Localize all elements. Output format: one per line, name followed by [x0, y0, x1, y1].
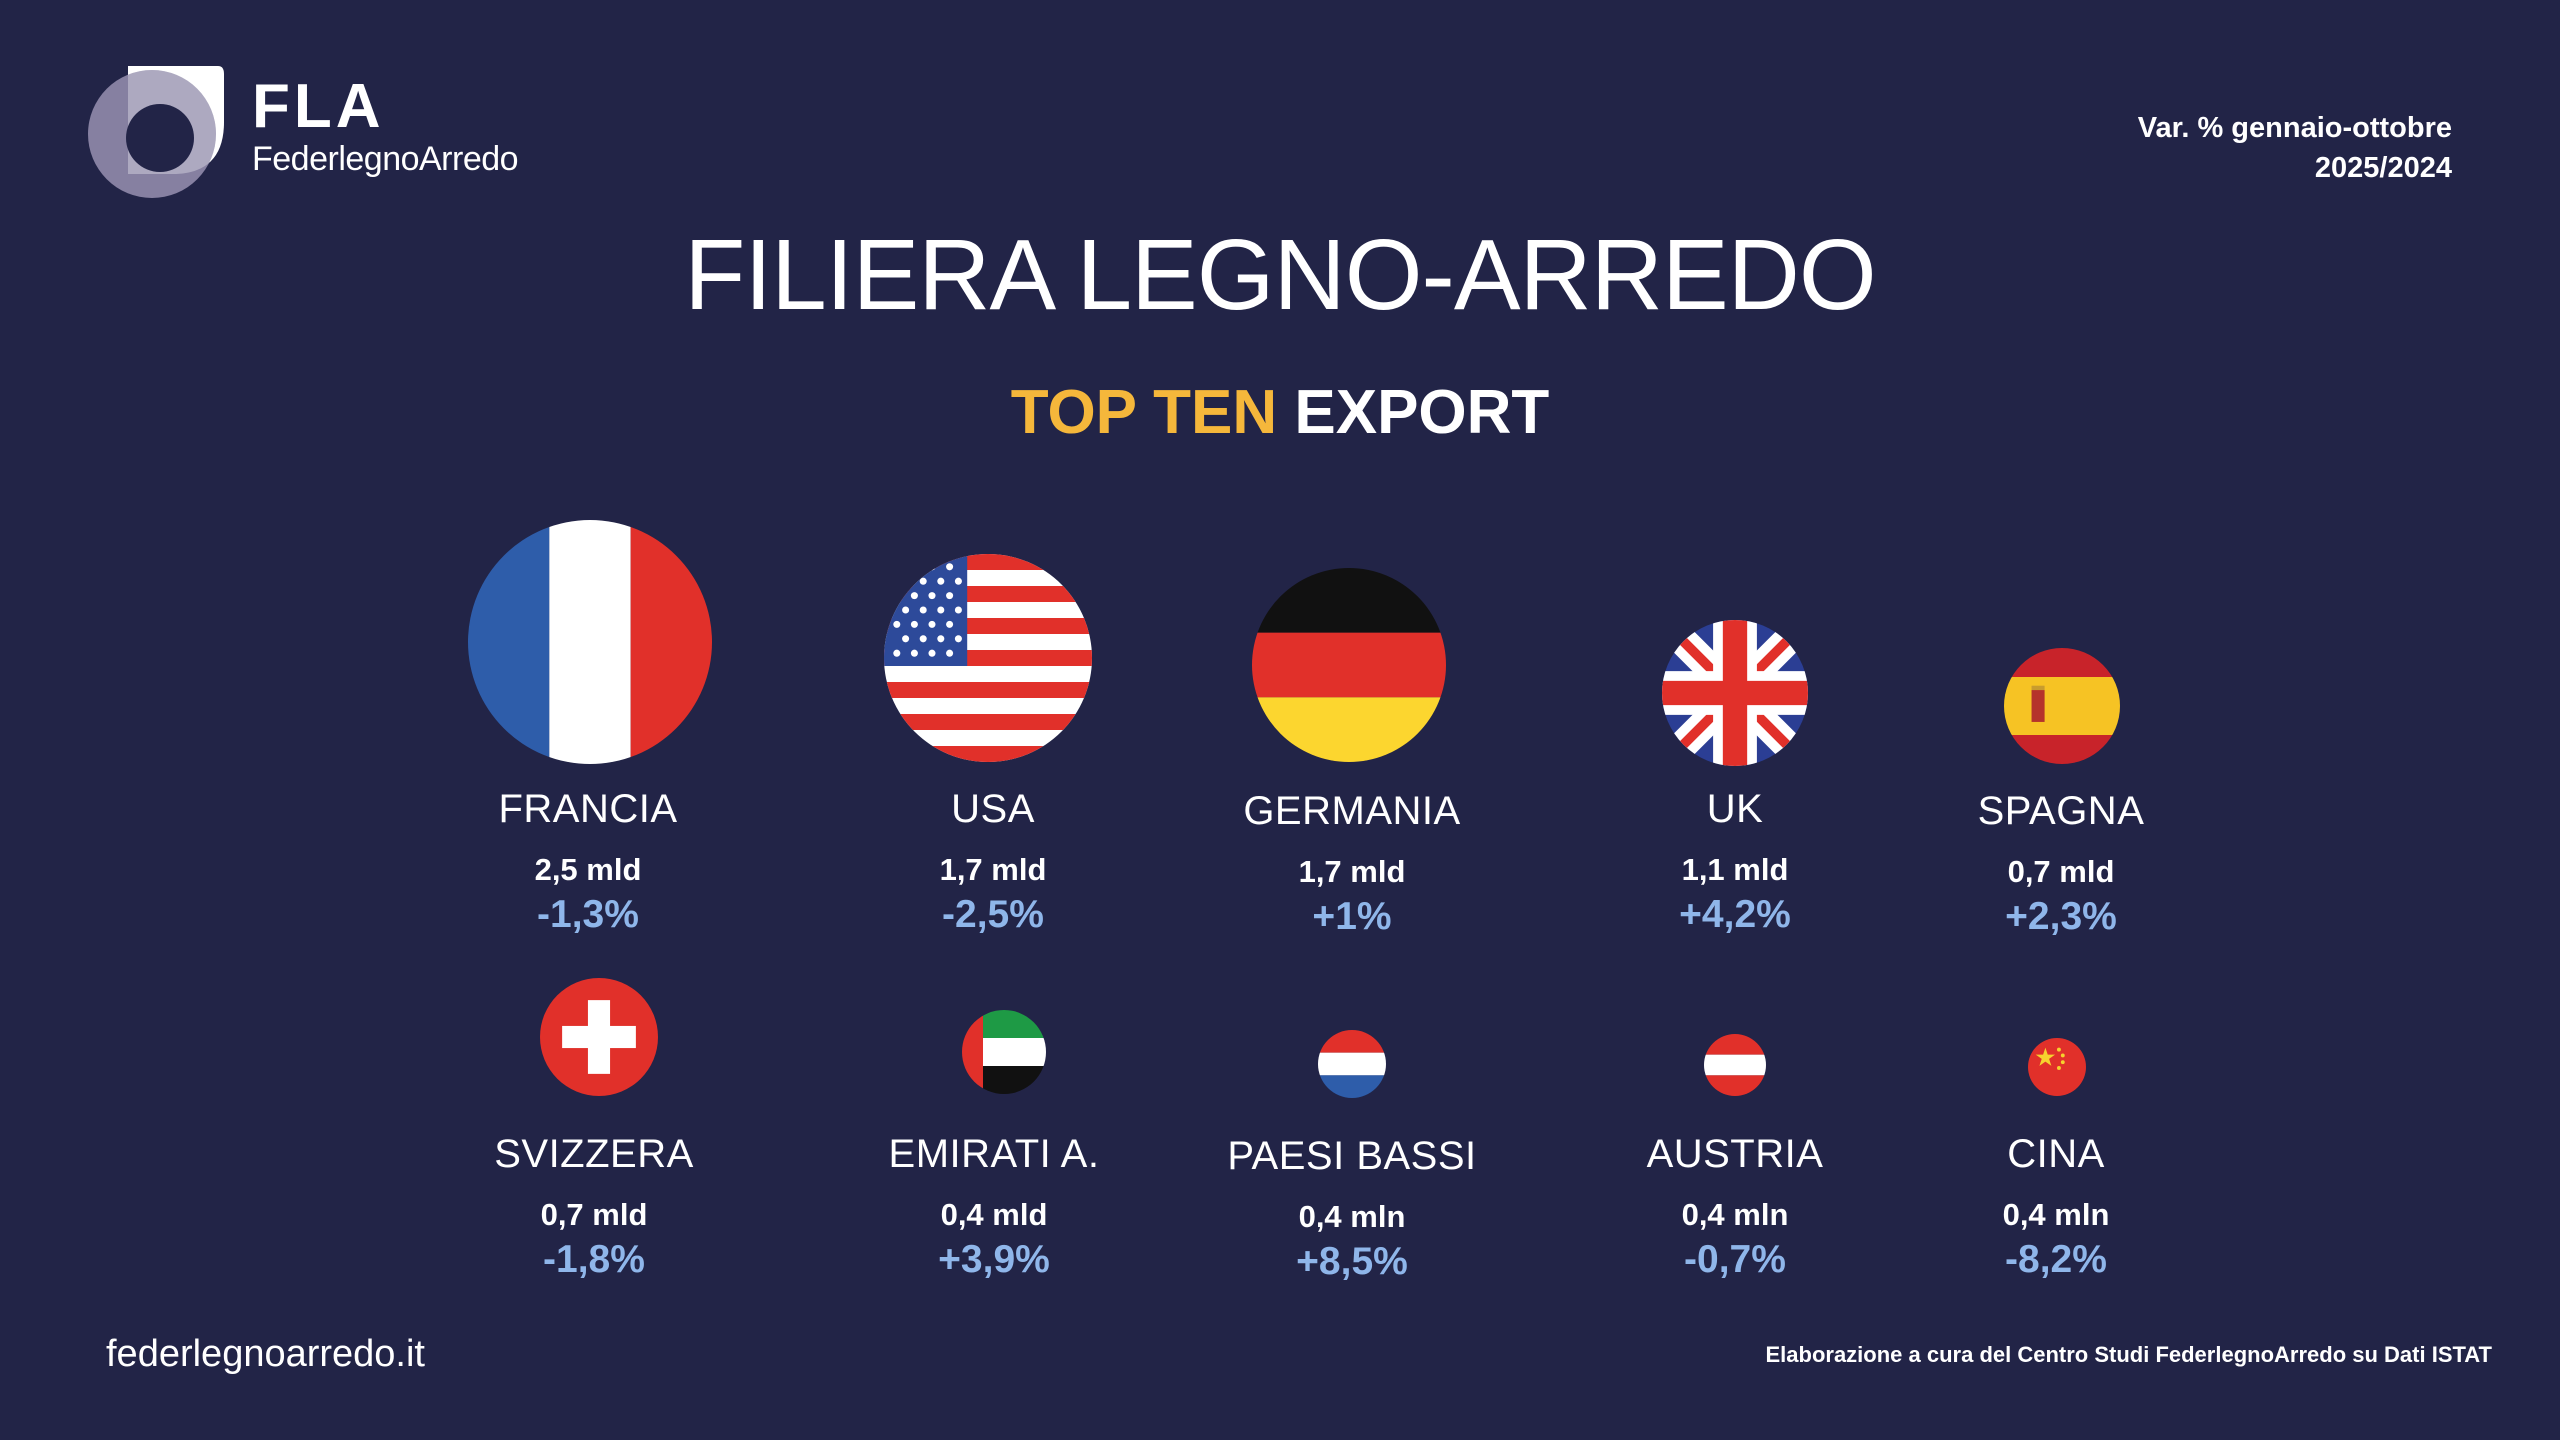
- country-export-value: 0,7 mld: [540, 1197, 648, 1232]
- country-name: GERMANIA: [1243, 789, 1461, 833]
- country-card-francia: FRANCIA 2,5 mld -1,3%: [378, 786, 798, 938]
- subtitle-rest: EXPORT: [1294, 378, 1550, 447]
- uae-flag-icon: [962, 1010, 1046, 1094]
- country-change: -8,2%: [2005, 1238, 2107, 1281]
- switzerland-flag-icon: [540, 978, 658, 1096]
- period-line-1: Var. % gennaio-ottobre: [2137, 112, 2452, 144]
- brand-name: FederlegnoArredo: [252, 140, 519, 178]
- country-change: +1%: [1312, 895, 1392, 938]
- country-name: PAESI BASSI: [1227, 1134, 1477, 1178]
- country-name: SVIZZERA: [494, 1132, 694, 1176]
- country-change: +3,9%: [938, 1238, 1050, 1281]
- country-change: +2,3%: [2005, 895, 2117, 938]
- country-change: +8,5%: [1296, 1240, 1408, 1283]
- germany-flag-icon: [1252, 568, 1446, 762]
- country-name: SPAGNA: [1977, 789, 2145, 833]
- country-export-value: 2,5 mld: [534, 852, 642, 887]
- country-export-value: 1,1 mld: [1681, 852, 1789, 887]
- country-card-austria: AUSTRIA 0,4 mln -0,7%: [1525, 1131, 1945, 1283]
- website-link[interactable]: federlegnoarredo.it: [106, 1333, 425, 1375]
- country-export-value: 0,4 mln: [1298, 1199, 1406, 1234]
- period-line-2: 2025/2024: [2314, 152, 2452, 184]
- country-name: UK: [1706, 787, 1764, 831]
- fla-logo-icon: [88, 62, 224, 198]
- country-change: -0,7%: [1684, 1238, 1786, 1281]
- country-card-emirati: EMIRATI A. 0,4 mld +3,9%: [784, 1131, 1204, 1283]
- austria-flag-icon: [1704, 1034, 1766, 1096]
- netherlands-flag-icon: [1318, 1030, 1386, 1098]
- uk-flag-icon: [1662, 620, 1808, 766]
- country-export-value: 1,7 mld: [1298, 854, 1406, 889]
- page-subtitle: TOP TEN EXPORT: [0, 376, 2560, 450]
- country-card-cina: CINA 0,4 mln -8,2%: [1846, 1131, 2266, 1283]
- subtitle-highlight: TOP TEN: [1010, 378, 1278, 447]
- country-card-spagna: SPAGNA 0,7 mld +2,3%: [1851, 788, 2271, 940]
- country-name: USA: [951, 787, 1035, 831]
- brand-abbreviation: FLA: [252, 72, 385, 141]
- country-card-germania: GERMANIA 1,7 mld +1%: [1142, 788, 1562, 940]
- china-flag-icon: [2028, 1038, 2086, 1096]
- country-card-uk: UK 1,1 mld +4,2%: [1525, 786, 1945, 938]
- country-card-usa: USA 1,7 mld -2,5%: [783, 786, 1203, 938]
- country-name: CINA: [2007, 1132, 2105, 1176]
- source-note: Elaborazione a cura del Centro Studi Fed…: [1765, 1342, 2492, 1367]
- country-export-value: 1,7 mld: [939, 852, 1047, 887]
- france-flag-icon: [468, 520, 712, 764]
- country-card-paesi-bassi: PAESI BASSI 0,4 mln +8,5%: [1142, 1133, 1562, 1285]
- country-change: -1,8%: [543, 1238, 645, 1281]
- country-name: AUSTRIA: [1646, 1132, 1824, 1176]
- country-name: FRANCIA: [498, 787, 678, 831]
- country-change: +4,2%: [1679, 893, 1791, 936]
- page-title: FILIERA LEGNO-ARREDO: [684, 219, 1876, 331]
- country-export-value: 0,7 mld: [2007, 854, 2115, 889]
- country-name: EMIRATI A.: [888, 1132, 1100, 1176]
- country-change: -1,3%: [537, 893, 639, 936]
- country-card-svizzera: SVIZZERA 0,7 mld -1,8%: [384, 1131, 804, 1283]
- country-change: -2,5%: [942, 893, 1044, 936]
- country-export-value: 0,4 mln: [2002, 1197, 2110, 1232]
- country-export-value: 0,4 mld: [940, 1197, 1048, 1232]
- country-export-value: 0,4 mln: [1681, 1197, 1789, 1232]
- usa-flag-icon: [884, 554, 1092, 762]
- period-label: Var. % gennaio-ottobre 2025/2024: [2138, 108, 2452, 188]
- spain-flag-icon: [2004, 648, 2120, 764]
